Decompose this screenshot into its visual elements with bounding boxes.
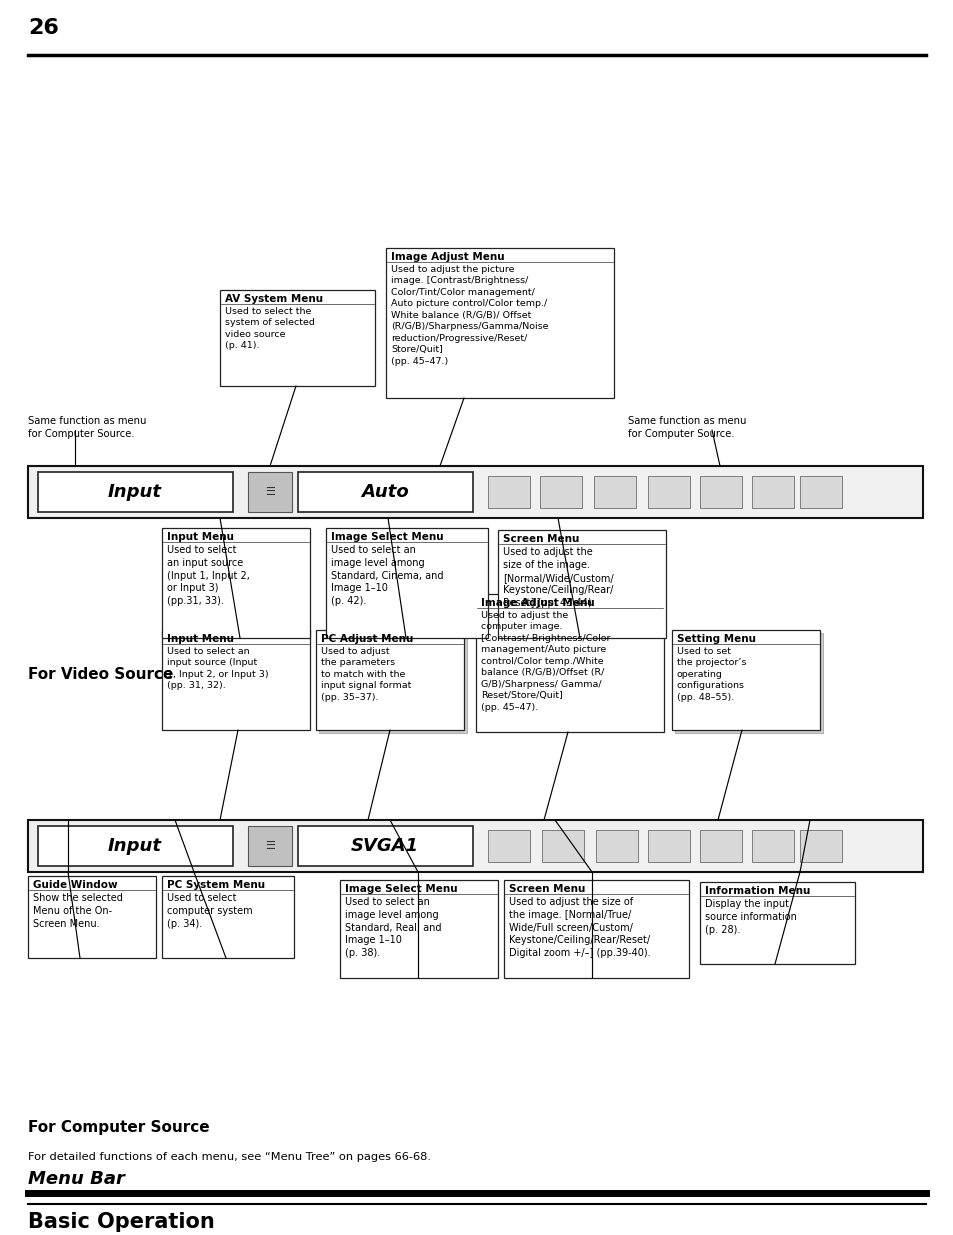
Text: SVGA1: SVGA1 <box>351 837 418 855</box>
FancyBboxPatch shape <box>248 826 292 866</box>
FancyBboxPatch shape <box>339 881 497 978</box>
FancyBboxPatch shape <box>800 475 841 508</box>
FancyBboxPatch shape <box>675 634 822 734</box>
Text: Used to set
the projector’s
operating
configurations
(pp. 48–55).: Used to set the projector’s operating co… <box>677 647 745 701</box>
Text: Used to select an
input source (Input
1, Input 2, or Input 3)
(pp. 31, 32).: Used to select an input source (Input 1,… <box>167 647 269 690</box>
FancyBboxPatch shape <box>386 248 614 398</box>
Text: Screen Menu: Screen Menu <box>502 534 578 543</box>
Text: ☰: ☰ <box>265 487 274 496</box>
Text: Used to select an
image level among
Standard, Real, and
Image 1–10
(p. 38).: Used to select an image level among Stan… <box>345 897 441 958</box>
FancyBboxPatch shape <box>28 466 923 517</box>
FancyBboxPatch shape <box>800 830 841 862</box>
Text: Used to select an
image level among
Standard, Cinema, and
Image 1–10
(p. 42).: Used to select an image level among Stan… <box>331 545 443 606</box>
Text: Used to select
an input source
(Input 1, Input 2,
or Input 3)
(pp.31, 33).: Used to select an input source (Input 1,… <box>167 545 250 606</box>
FancyBboxPatch shape <box>671 630 820 730</box>
Text: Used to adjust the picture
image. [Contrast/Brightness/
Color/Tint/Color managem: Used to adjust the picture image. [Contr… <box>391 266 548 366</box>
Text: Show the selected
Menu of the On-
Screen Menu.: Show the selected Menu of the On- Screen… <box>33 893 123 929</box>
FancyBboxPatch shape <box>28 876 156 958</box>
Text: Image Select Menu: Image Select Menu <box>331 532 443 542</box>
FancyBboxPatch shape <box>476 594 663 732</box>
Text: Input Menu: Input Menu <box>167 634 233 643</box>
FancyBboxPatch shape <box>488 475 530 508</box>
Text: Input: Input <box>108 837 162 855</box>
FancyBboxPatch shape <box>751 830 793 862</box>
FancyBboxPatch shape <box>38 472 233 513</box>
Text: Same function as menu
for Computer Source.: Same function as menu for Computer Sourc… <box>627 416 745 440</box>
Text: Menu Bar: Menu Bar <box>28 1170 125 1188</box>
Text: PC System Menu: PC System Menu <box>167 881 265 890</box>
FancyBboxPatch shape <box>541 830 583 862</box>
Text: Basic Operation: Basic Operation <box>28 1212 214 1233</box>
Text: Information Menu: Information Menu <box>704 885 809 897</box>
FancyBboxPatch shape <box>700 882 854 965</box>
FancyBboxPatch shape <box>248 472 292 513</box>
FancyBboxPatch shape <box>700 475 741 508</box>
Text: Used to select
computer system
(p. 34).: Used to select computer system (p. 34). <box>167 893 253 929</box>
Text: Image Adjust Menu: Image Adjust Menu <box>480 598 594 608</box>
Text: Same function as menu
for Computer Source.: Same function as menu for Computer Sourc… <box>28 416 146 440</box>
FancyBboxPatch shape <box>488 830 530 862</box>
Text: Auto: Auto <box>361 483 409 501</box>
FancyBboxPatch shape <box>162 876 294 958</box>
Text: Used to adjust the
computer image.
[Contrast/ Brightness/Color
management/Auto p: Used to adjust the computer image. [Cont… <box>480 611 610 711</box>
FancyBboxPatch shape <box>700 830 741 862</box>
Text: Display the input
source information
(p. 28).: Display the input source information (p.… <box>704 899 796 935</box>
FancyBboxPatch shape <box>38 826 233 866</box>
FancyBboxPatch shape <box>297 472 473 513</box>
Text: 26: 26 <box>28 19 59 38</box>
FancyBboxPatch shape <box>539 475 581 508</box>
FancyBboxPatch shape <box>503 881 688 978</box>
Text: AV System Menu: AV System Menu <box>225 294 323 304</box>
Text: Used to adjust
the parameters
to match with the
input signal format
(pp. 35–37).: Used to adjust the parameters to match w… <box>320 647 411 701</box>
Text: Used to adjust the
size of the image.
[Normal/Wide/Custom/
Keystone/Ceiling/Rear: Used to adjust the size of the image. [N… <box>502 547 613 608</box>
Text: Image Select Menu: Image Select Menu <box>345 884 457 894</box>
FancyBboxPatch shape <box>162 630 310 730</box>
Text: Guide Window: Guide Window <box>33 881 117 890</box>
FancyBboxPatch shape <box>647 830 689 862</box>
FancyBboxPatch shape <box>162 529 310 638</box>
Text: Input Menu: Input Menu <box>167 532 233 542</box>
FancyBboxPatch shape <box>596 830 638 862</box>
FancyBboxPatch shape <box>297 826 473 866</box>
Text: Setting Menu: Setting Menu <box>677 634 755 643</box>
Text: Image Adjust Menu: Image Adjust Menu <box>391 252 504 262</box>
Text: For detailed functions of each menu, see “Menu Tree” on pages 66-68.: For detailed functions of each menu, see… <box>28 1152 431 1162</box>
FancyBboxPatch shape <box>318 634 467 734</box>
Text: For Video Source: For Video Source <box>28 667 173 682</box>
Text: Used to select the
system of selected
video source
(p. 41).: Used to select the system of selected vi… <box>225 308 314 351</box>
Text: Used to adjust the size of
the image. [Normal/True/
Wide/Full screen/Custom/
Key: Used to adjust the size of the image. [N… <box>509 897 650 958</box>
FancyBboxPatch shape <box>28 820 923 872</box>
FancyBboxPatch shape <box>647 475 689 508</box>
Text: For Computer Source: For Computer Source <box>28 1120 210 1135</box>
FancyBboxPatch shape <box>220 290 375 387</box>
FancyBboxPatch shape <box>315 630 463 730</box>
Text: ☰: ☰ <box>265 841 274 851</box>
FancyBboxPatch shape <box>326 529 488 638</box>
Text: Screen Menu: Screen Menu <box>509 884 585 894</box>
FancyBboxPatch shape <box>751 475 793 508</box>
FancyBboxPatch shape <box>594 475 636 508</box>
FancyBboxPatch shape <box>497 530 665 638</box>
Text: PC Adjust Menu: PC Adjust Menu <box>320 634 413 643</box>
Text: Input: Input <box>108 483 162 501</box>
